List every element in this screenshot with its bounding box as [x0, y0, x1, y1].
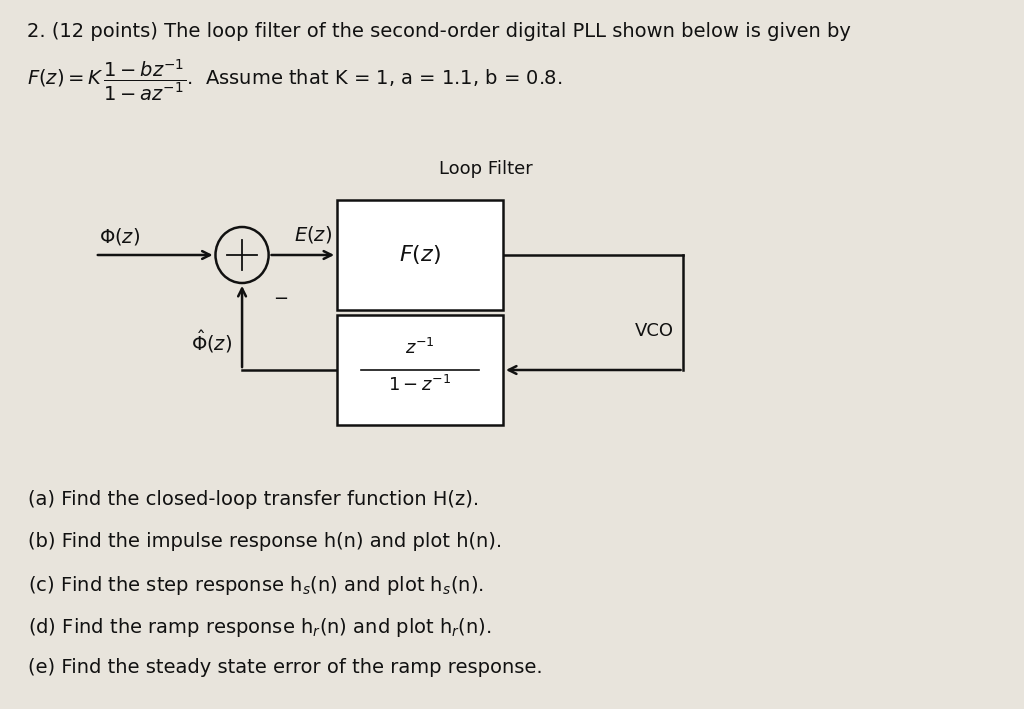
Text: $E(z)$: $E(z)$: [294, 224, 333, 245]
Text: $\Phi(z)$: $\Phi(z)$: [98, 226, 140, 247]
Bar: [337, 315, 503, 425]
Text: $F(z)$: $F(z)$: [399, 243, 441, 267]
Text: $z^{-1}$: $z^{-1}$: [406, 338, 435, 358]
Text: VCO: VCO: [635, 322, 674, 340]
Text: (e) Find the steady state error of the ramp response.: (e) Find the steady state error of the r…: [29, 658, 543, 677]
Text: (d) Find the ramp response h$_r$(n) and plot h$_r$(n).: (d) Find the ramp response h$_r$(n) and …: [29, 616, 493, 639]
Text: Loop Filter: Loop Filter: [439, 160, 532, 178]
Text: (c) Find the step response h$_s$(n) and plot h$_s$(n).: (c) Find the step response h$_s$(n) and …: [29, 574, 484, 597]
Text: $1-z^{-1}$: $1-z^{-1}$: [388, 375, 452, 395]
Text: 2. (12 points) The loop filter of the second-order digital PLL shown below is gi: 2. (12 points) The loop filter of the se…: [27, 22, 851, 41]
Bar: [337, 200, 503, 310]
Text: (b) Find the impulse response h(n) and plot h(n).: (b) Find the impulse response h(n) and p…: [29, 532, 503, 551]
Text: $F(z)=K\,\dfrac{1-bz^{-1}}{1-az^{-1}}$.  Assume that K = 1, a = 1.1, b = 0.8.: $F(z)=K\,\dfrac{1-bz^{-1}}{1-az^{-1}}$. …: [27, 58, 562, 104]
Text: $-$: $-$: [273, 288, 289, 306]
Text: (a) Find the closed-loop transfer function H(z).: (a) Find the closed-loop transfer functi…: [29, 490, 479, 509]
Text: $\hat{\Phi}(z)$: $\hat{\Phi}(z)$: [191, 328, 232, 355]
